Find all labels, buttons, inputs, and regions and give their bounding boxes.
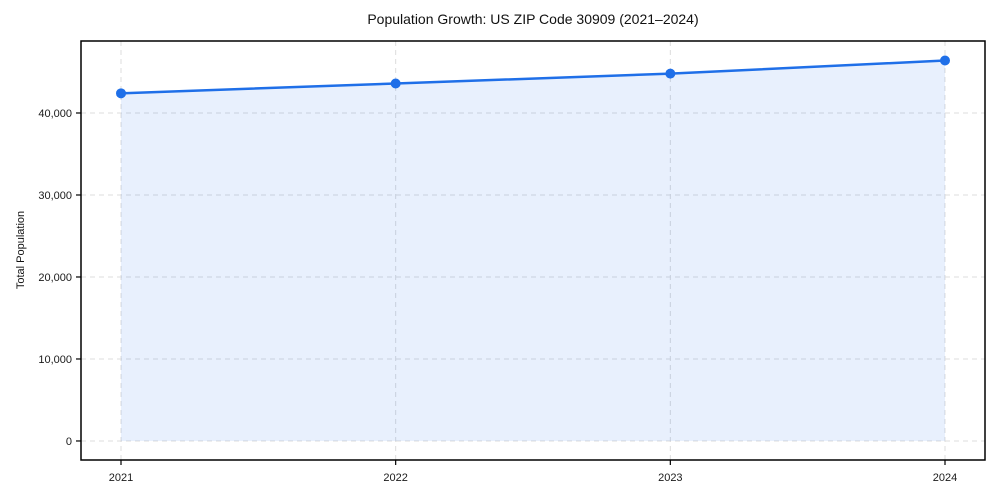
y-tick-label: 20,000 (38, 272, 72, 284)
data-line (119, 59, 947, 95)
y-tick-label: 30,000 (38, 190, 72, 202)
y-tick-label: 0 (66, 436, 72, 448)
data-point (116, 88, 126, 99)
chart-title: Population Growth: US ZIP Code 30909 (20… (367, 11, 699, 27)
data-point (390, 78, 401, 89)
x-tick-label: 2021 (109, 472, 133, 484)
x-tick-label: 2024 (933, 472, 957, 484)
axes-frame (80, 40, 986, 461)
data-point (665, 68, 676, 79)
x-tick-label: 2022 (383, 472, 407, 484)
y-tick-label: 10,000 (38, 354, 72, 366)
x-tick-label: 2023 (658, 472, 682, 484)
data-point (940, 55, 950, 66)
y-tick-label: 40,000 (38, 108, 72, 120)
area-fill (121, 60, 945, 441)
